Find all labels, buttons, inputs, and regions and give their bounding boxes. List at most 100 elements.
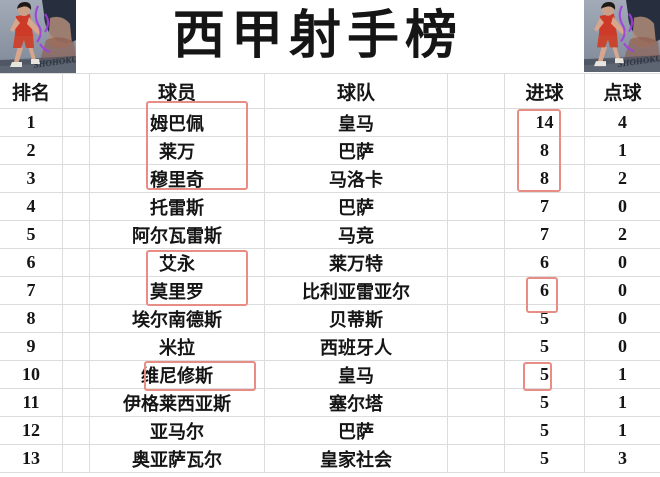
- team-cell: 皇马: [265, 361, 448, 389]
- rank-cell: 1: [0, 109, 63, 137]
- spacer-cell-1: [63, 305, 90, 333]
- spacer-cell-1: [63, 333, 90, 361]
- scorer-table-body: 1 姆巴佩 皇马 14 4 2 莱万 巴萨 8 1 3 穆里奇 马洛卡 8 2 …: [0, 109, 660, 473]
- penalties-cell: 1: [585, 417, 660, 445]
- goals-cell: 7: [505, 221, 585, 249]
- player-cell: 亚马尔: [90, 417, 265, 445]
- penalties-cell: 3: [585, 445, 660, 473]
- spacer-cell-2: [448, 165, 505, 193]
- spacer-cell-1: [63, 361, 90, 389]
- player-cell: 艾永: [90, 249, 265, 277]
- rank-cell: 8: [0, 305, 63, 333]
- penalties-cell: 2: [585, 221, 660, 249]
- player-cell: 米拉: [90, 333, 265, 361]
- team-cell: 巴萨: [265, 193, 448, 221]
- spacer-cell-1: [63, 109, 90, 137]
- spacer-cell-2: [448, 277, 505, 305]
- spacer-cell-2: [448, 305, 505, 333]
- rank-cell: 9: [0, 333, 63, 361]
- header-spacer-1: [63, 74, 90, 109]
- table-row: 7 莫里罗 比利亚雷亚尔 6 0: [0, 277, 660, 305]
- table-row: 12 亚马尔 巴萨 5 1: [0, 417, 660, 445]
- rank-cell: 3: [0, 165, 63, 193]
- team-cell: 皇马: [265, 109, 448, 137]
- goals-cell: 14: [505, 109, 585, 137]
- table-row: 9 米拉 西班牙人 5 0: [0, 333, 660, 361]
- basketball-player-illustration: SHOHOKU: [0, 0, 76, 73]
- goals-cell: 6: [505, 277, 585, 305]
- team-cell: 贝蒂斯: [265, 305, 448, 333]
- penalties-cell: 4: [585, 109, 660, 137]
- header-spacer-2: [448, 74, 505, 109]
- header-team: 球队: [265, 74, 448, 109]
- player-cell: 莱万: [90, 137, 265, 165]
- player-cell: 姆巴佩: [90, 109, 265, 137]
- table-row: 5 阿尔瓦雷斯 马竞 7 2: [0, 221, 660, 249]
- table-header-row: 排名 球员 球队 进球 点球: [0, 73, 660, 109]
- team-cell: 塞尔塔: [265, 389, 448, 417]
- goals-cell: 7: [505, 193, 585, 221]
- rank-cell: 6: [0, 249, 63, 277]
- goals-cell: 5: [505, 333, 585, 361]
- goals-cell: 6: [505, 249, 585, 277]
- penalties-cell: 1: [585, 137, 660, 165]
- team-cell: 西班牙人: [265, 333, 448, 361]
- player-cell: 莫里罗: [90, 277, 265, 305]
- rank-cell: 5: [0, 221, 63, 249]
- spacer-cell-2: [448, 109, 505, 137]
- penalties-cell: 0: [585, 277, 660, 305]
- player-cell: 伊格莱西亚斯: [90, 389, 265, 417]
- goals-cell: 5: [505, 305, 585, 333]
- header-rank: 排名: [0, 74, 63, 109]
- player-cell: 奥亚萨瓦尔: [90, 445, 265, 473]
- spacer-cell-2: [448, 417, 505, 445]
- top-scorers-table: 排名 球员 球队 进球 点球 1 姆巴佩 皇马 14 4 2 莱万 巴萨 8 1…: [0, 73, 660, 473]
- spacer-cell-1: [63, 137, 90, 165]
- player-cell: 阿尔瓦雷斯: [90, 221, 265, 249]
- penalties-cell: 1: [585, 361, 660, 389]
- spacer-cell-1: [63, 249, 90, 277]
- team-cell: 比利亚雷亚尔: [265, 277, 448, 305]
- spacer-cell-1: [63, 193, 90, 221]
- spacer-cell-2: [448, 249, 505, 277]
- spacer-cell-1: [63, 277, 90, 305]
- table-row: 3 穆里奇 马洛卡 8 2: [0, 165, 660, 193]
- table-row: 6 艾永 莱万特 6 0: [0, 249, 660, 277]
- spacer-cell-2: [448, 361, 505, 389]
- slam-dunk-artwork-left: SHOHOKU: [0, 0, 76, 73]
- table-row: 4 托雷斯 巴萨 7 0: [0, 193, 660, 221]
- rank-cell: 13: [0, 445, 63, 473]
- penalties-cell: 0: [585, 193, 660, 221]
- spacer-cell-2: [448, 221, 505, 249]
- rank-cell: 11: [0, 389, 63, 417]
- penalties-cell: 0: [585, 305, 660, 333]
- spacer-cell-2: [448, 333, 505, 361]
- page-title: 西甲射手榜: [172, 7, 463, 65]
- team-cell: 巴萨: [265, 137, 448, 165]
- spacer-cell-1: [63, 165, 90, 193]
- goals-cell: 8: [505, 165, 585, 193]
- penalties-cell: 0: [585, 249, 660, 277]
- rank-cell: 7: [0, 277, 63, 305]
- penalties-cell: 2: [585, 165, 660, 193]
- player-cell: 维尼修斯: [90, 361, 265, 389]
- rank-cell: 12: [0, 417, 63, 445]
- spacer-cell-2: [448, 445, 505, 473]
- table-row: 13 奥亚萨瓦尔 皇家社会 5 3: [0, 445, 660, 473]
- title-bar: 西甲射手榜: [0, 0, 660, 73]
- basketball-player-illustration: SHOHOKU: [584, 0, 660, 72]
- rank-cell: 2: [0, 137, 63, 165]
- spacer-cell-1: [63, 417, 90, 445]
- team-cell: 马洛卡: [265, 165, 448, 193]
- spacer-cell-1: [63, 221, 90, 249]
- goals-cell: 5: [505, 361, 585, 389]
- spacer-cell-1: [63, 445, 90, 473]
- table-row: 10 维尼修斯 皇马 5 1: [0, 361, 660, 389]
- team-cell: 巴萨: [265, 417, 448, 445]
- team-cell: 皇家社会: [265, 445, 448, 473]
- header-player: 球员: [90, 74, 265, 109]
- goals-cell: 5: [505, 389, 585, 417]
- spacer-cell-2: [448, 137, 505, 165]
- goals-cell: 5: [505, 445, 585, 473]
- spacer-cell-2: [448, 193, 505, 221]
